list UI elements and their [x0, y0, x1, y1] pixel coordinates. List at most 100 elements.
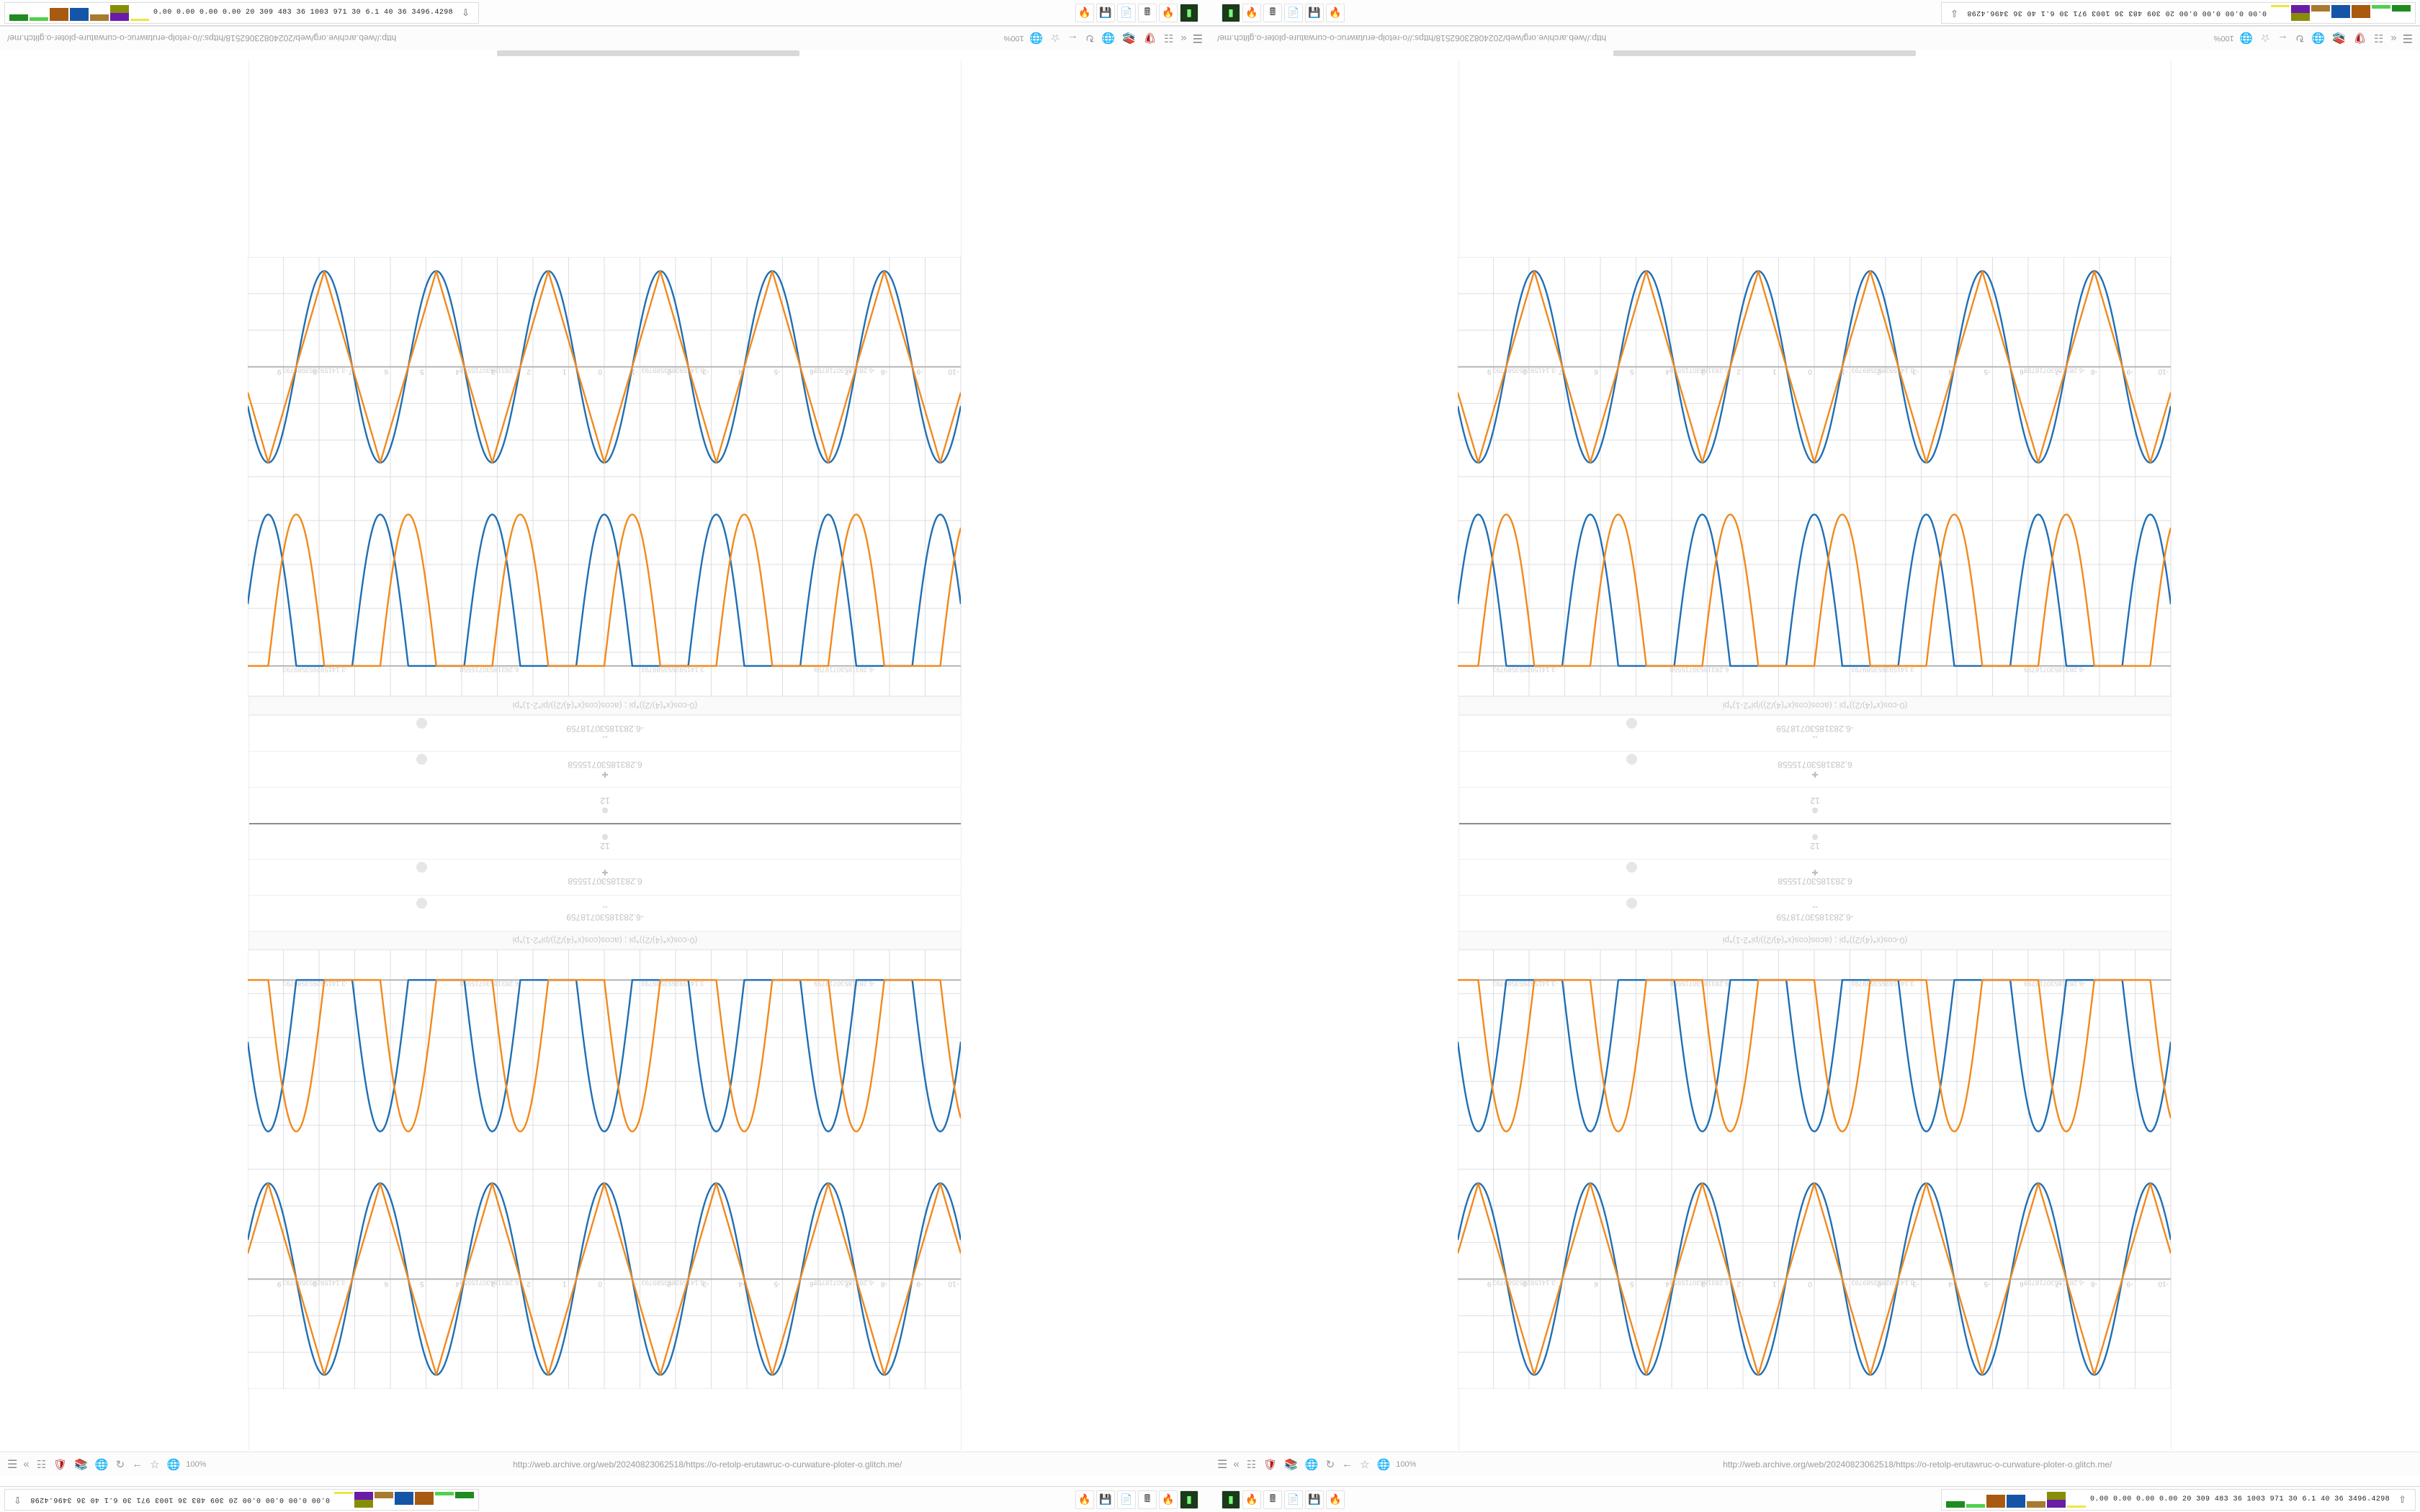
slider-samples-bot[interactable]: ⊛ 12 [1459, 787, 2171, 823]
save-floppy-icon[interactable]: 💾 [1096, 1490, 1115, 1509]
bookmark-star-icon[interactable]: ☆ [1360, 1458, 1370, 1471]
firefox-icon[interactable]: 🔥 [1242, 3, 1261, 22]
slider-handle-icon[interactable]: ↔ [601, 904, 609, 913]
slider-samples-top[interactable]: 12 ⊛ [249, 823, 961, 859]
zoom-level-label[interactable]: 100% [1396, 1459, 1417, 1469]
documents-icon[interactable]: 📄 [1284, 3, 1303, 22]
slider-samples-top[interactable]: 12 ⊛ [1459, 823, 2171, 859]
zoom-level-label[interactable]: 100% [2213, 34, 2234, 43]
calculator-icon[interactable]: 🖩 [1263, 3, 1282, 22]
system-monitor-right[interactable]: 0.00 0.00 0.00 0.00 20 309 483 36 1003 9… [1941, 1, 2416, 24]
slider-y-min[interactable]: ↔ -6.28318530718759 [1459, 715, 2171, 751]
chevrons-icon[interactable]: « [1180, 32, 1187, 45]
address-bar[interactable]: http://web.archive.org/web/2024082306251… [1723, 1459, 2112, 1470]
slider-knob[interactable] [1626, 718, 1637, 729]
tab-strip-bar[interactable] [1613, 50, 1916, 56]
library-icon[interactable]: 📚 [1122, 32, 1136, 45]
terminal-icon[interactable]: ▮ [1222, 1490, 1240, 1509]
reload-icon[interactable]: ↻ [1085, 32, 1095, 45]
terminal-icon[interactable]: ▮ [1180, 3, 1198, 22]
library-icon[interactable]: 📚 [1284, 1458, 1298, 1471]
reload-icon[interactable]: ↻ [115, 1458, 125, 1471]
firefox-icon[interactable]: 🔥 [1075, 3, 1094, 22]
slider-x-min[interactable]: -6.28318530718759 ↔ [1459, 895, 2171, 931]
save-floppy-icon[interactable]: 💾 [1305, 3, 1324, 22]
library-icon[interactable]: 📚 [2332, 32, 2346, 45]
plot-container[interactable]: -10-9-8-7-6-5-4-3-2-1012345678910-6.2831… [1458, 1169, 2171, 1389]
chevron-down-icon[interactable]: ⇩ [1950, 7, 1958, 19]
reload-icon[interactable]: ↻ [2295, 32, 2305, 45]
bookmark-star-icon[interactable]: ☆ [150, 1458, 160, 1471]
extension-icon[interactable]: ☷ [2373, 32, 2384, 45]
slider-handle-icon[interactable]: ↔ [1811, 904, 1819, 913]
documents-icon[interactable]: 📄 [1284, 1490, 1303, 1509]
forward-arrow-icon[interactable]: ← [1342, 1458, 1353, 1470]
plot-3-curvature-mirror[interactable]: -6.28318530718759 3.141592653589793 6.2831… [248, 477, 961, 696]
plot-2-curvature[interactable]: -6.28318530718759 3.141592653589793 6.2831… [248, 950, 961, 1169]
extension-icon[interactable]: ☷ [36, 1458, 47, 1471]
firefox-icon[interactable]: 🔥 [1159, 1490, 1178, 1509]
address-bar[interactable]: http://web.archive.org/web/2024082306251… [513, 1459, 902, 1470]
plot-container[interactable]: -10-9-8-7-6-5-4-3-2-1012345678910-6.2831… [1458, 257, 2171, 477]
plot-container[interactable]: -6.28318530718759 3.141592653589793 6.2831… [1458, 477, 2171, 696]
plot-container[interactable]: -6.28318530718759 3.141592653589793 6.2831… [248, 950, 961, 1169]
plot-container[interactable]: -10-9-8-7-6-5-4-3-2-1012345678910-6.2831… [248, 257, 961, 477]
slider-knob[interactable] [416, 718, 427, 729]
plot-container[interactable]: -6.28318530718759 3.141592653589793 6.2831… [248, 477, 961, 696]
chevron-up-icon[interactable]: ⇧ [2398, 1493, 2406, 1505]
system-monitor-left[interactable]: 0.00 0.00 0.00 0.00 20 309 483 36 1003 9… [4, 1, 479, 24]
documents-icon[interactable]: 📄 [1117, 3, 1136, 22]
forward-arrow-icon[interactable]: ← [2277, 32, 2288, 45]
formula-display-bottom[interactable]: (0-cos(x*(4)/2))*pi ; (acos(cos(x*(4)/2)… [249, 696, 961, 715]
chevrons-icon[interactable]: « [2390, 32, 2397, 45]
globe-icon[interactable]: 🌐 [2311, 32, 2326, 45]
globe-icon[interactable]: 🌐 [1304, 1458, 1319, 1471]
slider-handle-icon[interactable]: ↔ [601, 734, 609, 743]
slider-knob[interactable] [416, 754, 427, 765]
chevron-up-icon[interactable]: ⇧ [14, 1494, 22, 1506]
translate-icon[interactable]: 🌐 [1376, 1458, 1391, 1471]
save-floppy-icon[interactable]: 💾 [1305, 1490, 1324, 1509]
slider-handle-icon[interactable]: ✚ [601, 770, 609, 779]
system-monitor-left[interactable]: 0.00 0.00 0.00 0.00 20 309 483 36 1003 9… [4, 1488, 479, 1511]
plot-4-bottom-curve[interactable]: -10-9-8-7-6-5-4-3-2-1012345678910-6.2831… [248, 257, 961, 477]
address-bar[interactable]: http://web.archive.org/web/2024082306251… [7, 33, 397, 44]
documents-icon[interactable]: 📄 [1117, 1490, 1136, 1509]
slider-handle-icon[interactable]: ⊛ [601, 832, 609, 841]
system-monitor-right[interactable]: 0.00 0.00 0.00 0.00 20 309 483 36 1003 9… [1941, 1488, 2416, 1511]
calculator-icon[interactable]: 🖩 [1138, 3, 1157, 22]
slider-knob[interactable] [1626, 862, 1637, 873]
firefox-icon[interactable]: 🔥 [1326, 3, 1345, 22]
plot-2-curvature[interactable]: -6.28318530718759 3.141592653589793 6.2831… [1458, 950, 2171, 1169]
formula-display-top[interactable]: (0-cos(x*(4)/2))*pi ; (acos(cos(x*(4)/2)… [249, 931, 961, 950]
firefox-icon[interactable]: 🔥 [1075, 1490, 1094, 1509]
slider-handle-icon[interactable]: ✚ [601, 868, 609, 877]
address-bar[interactable]: http://web.archive.org/web/2024082306251… [1217, 33, 1607, 44]
shield-icon[interactable]: 🛡 [53, 1458, 68, 1471]
calculator-icon[interactable]: 🖩 [1263, 1490, 1282, 1509]
reload-icon[interactable]: ↻ [1325, 1458, 1335, 1471]
slider-knob[interactable] [416, 898, 427, 909]
shield-icon[interactable]: 🛡 [1142, 32, 1157, 45]
plot-container[interactable]: -6.28318530718759 3.141592653589793 6.2831… [1458, 950, 2171, 1169]
slider-samples-bot[interactable]: ⊛ 12 [249, 787, 961, 823]
slider-handle-icon[interactable]: ⊛ [1811, 832, 1819, 841]
bookmark-star-icon[interactable]: ☆ [1050, 32, 1060, 45]
slider-handle-icon[interactable]: ⊛ [601, 806, 609, 815]
extension-icon[interactable]: ☷ [1163, 32, 1174, 45]
slider-y-max[interactable]: ✚ 6.28318530715558 [1459, 751, 2171, 787]
zoom-level-label[interactable]: 100% [1003, 34, 1024, 43]
library-icon[interactable]: 📚 [74, 1458, 88, 1471]
hamburger-menu-icon[interactable]: ☰ [1192, 32, 1203, 45]
plot-container[interactable]: -10-9-8-7-6-5-4-3-2-1012345678910-6.2831… [248, 1169, 961, 1389]
slider-handle-icon[interactable]: ↔ [1811, 734, 1819, 743]
translate-icon[interactable]: 🌐 [166, 1458, 181, 1471]
slider-x-min[interactable]: -6.28318530718759 ↔ [249, 895, 961, 931]
chevrons-icon[interactable]: « [23, 1458, 30, 1470]
firefox-icon[interactable]: 🔥 [1242, 1490, 1261, 1509]
formula-display-bottom[interactable]: (0-cos(x*(4)/2))*pi ; (acos(cos(x*(4)/2)… [1459, 696, 2171, 715]
terminal-icon[interactable]: ▮ [1180, 1490, 1198, 1509]
slider-handle-icon[interactable]: ✚ [1811, 770, 1819, 779]
firefox-icon[interactable]: 🔥 [1326, 1490, 1345, 1509]
terminal-icon[interactable]: ▮ [1222, 3, 1240, 22]
